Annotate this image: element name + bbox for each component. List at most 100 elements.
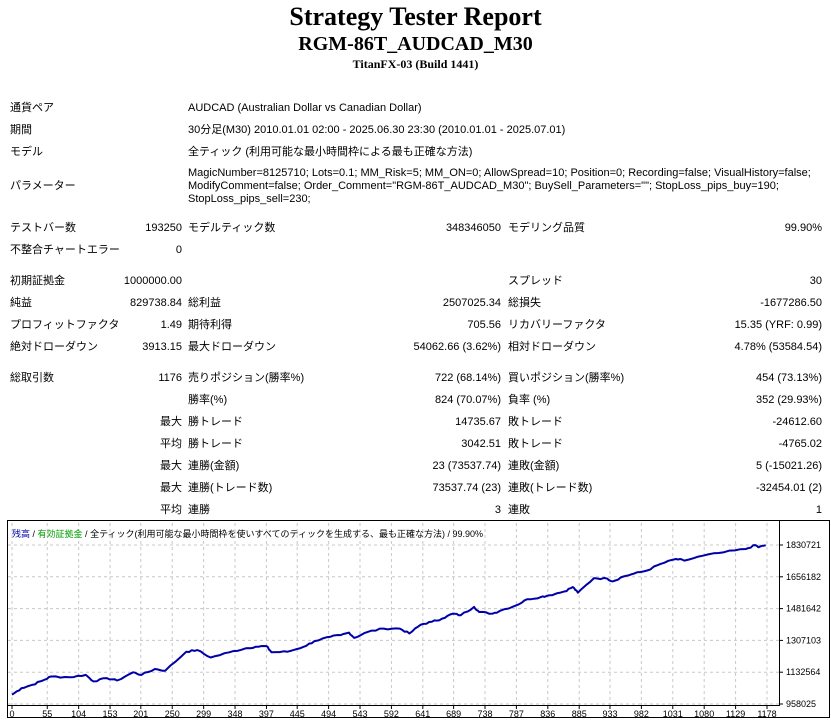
stat-label: スプレッド: [508, 275, 563, 287]
y-tick-label: 1481642: [786, 604, 821, 614]
stat-label: 敗トレード: [508, 438, 563, 450]
x-tick-label: 641: [415, 709, 430, 719]
stats-row: 最大 勝トレード 14735.67 敗トレード -24612.60: [0, 411, 831, 433]
x-tick-label: 250: [165, 709, 180, 719]
stat-label: プロフィットファクタ: [10, 319, 120, 331]
x-tick-label: 0: [9, 709, 14, 719]
stat-value: 平均: [160, 438, 182, 450]
info-value: AUDCAD (Australian Dollar vs Canadian Do…: [188, 102, 422, 114]
x-tick-label: 1031: [663, 709, 683, 719]
stat-value: 1000000.00: [123, 275, 182, 287]
info-label: 期間: [10, 124, 32, 136]
stats-row: テストバー数 193250 モデルティック数 348346050 モデリング品質 99.9…: [0, 217, 831, 239]
y-tick-label: 1132564: [786, 667, 820, 677]
legend-sep: /: [30, 529, 38, 539]
info-row: モデル 全ティック (利用可能な最小時間枠による最も正確な方法): [0, 141, 831, 163]
legend-sep: /: [445, 529, 453, 539]
parameters-label: パラメーター: [10, 180, 76, 192]
stat-label: 売りポジション(勝率%): [188, 372, 305, 384]
x-tick-label: 201: [133, 709, 148, 719]
info-label: モデル: [10, 146, 43, 158]
stat-value: 1: [815, 504, 822, 516]
stats-row: 総取引数 1176 売りポジション(勝率%) 722 (68.14%) 買いポジション(…: [0, 367, 831, 389]
x-tick-label: 299: [196, 709, 211, 719]
stat-value: 14735.67: [455, 416, 501, 428]
x-tick-label: 689: [446, 709, 461, 719]
stat-value: 3913.15: [142, 341, 182, 353]
stats-row: 絶対ドローダウン 3913.15 最大ドローダウン 54062.66 (3.62%) 相…: [0, 336, 831, 358]
stat-label: 絶対ドローダウン: [10, 341, 98, 353]
stat-label: 連勝(金額): [188, 460, 240, 472]
stats-row: 不整合チャートエラー 0: [0, 239, 831, 261]
stat-label: 最大ドローダウン: [188, 341, 276, 353]
stat-label: 買いポジション(勝率%): [508, 372, 625, 384]
y-tick-label: 958025: [786, 699, 816, 709]
stat-label: 連敗(金額): [508, 460, 560, 472]
stat-value: -1677286.50: [760, 297, 822, 309]
stat-value: 最大: [160, 416, 182, 428]
legend-model: 全ティック(利用可能な最小時間枠を使いすべてのティックを生成する、最も正確な方法…: [90, 529, 445, 539]
stats-row: 勝率(%) 824 (70.07%) 負率 (%) 352 (29.93%): [0, 389, 831, 411]
stat-value: 348346050: [445, 222, 501, 234]
stat-label: 相対ドローダウン: [508, 341, 596, 353]
x-tick-label: 153: [103, 709, 118, 719]
stat-value: 829738.84: [130, 297, 182, 309]
stat-label: 総利益: [188, 297, 221, 309]
stat-value: 3042.51: [461, 438, 501, 450]
stat-label: リカバリーファクタ: [508, 319, 606, 331]
info-row: 期間 30分足(M30) 2010.01.01 02:00 - 2025.06.3…: [0, 119, 831, 141]
stat-label: 連敗: [508, 504, 530, 516]
stat-value: 193250: [145, 222, 182, 234]
stat-label: モデルティック数: [188, 222, 276, 234]
stat-value: 平均: [160, 504, 182, 516]
x-tick-label: 787: [509, 709, 524, 719]
stat-value: 3: [494, 504, 501, 516]
x-tick-label: 348: [228, 709, 243, 719]
stats-row: 初期証拠金 1000000.00 スプレッド 30: [0, 270, 831, 292]
stat-value: 5 (-15021.26): [755, 460, 822, 472]
stats-row: 最大 連勝(金額) 23 (73537.74) 連敗(金額) 5 (-15021.26): [0, 455, 831, 477]
info-row: 通貨ペア AUDCAD (Australian Dollar vs Canadia…: [0, 97, 831, 119]
stat-value: 73537.74 (23): [432, 482, 502, 494]
stat-value: 1.49: [160, 319, 182, 331]
x-tick-label: 1080: [694, 709, 714, 719]
stat-label: 連勝: [188, 504, 210, 516]
stat-value: 0: [175, 244, 182, 256]
parameters-value: MagicNumber=8125710; Lots=0.1; MM_Risk=5…: [188, 167, 811, 205]
x-tick-label: 55: [42, 709, 52, 719]
x-tick-label: 1178: [757, 709, 776, 719]
y-tick-label: 1307103: [786, 635, 821, 645]
stat-value: 15.35 (YRF: 0.99): [734, 319, 822, 331]
stat-value: -32454.01 (2): [755, 482, 822, 494]
stat-value: 722 (68.14%): [434, 372, 501, 384]
stat-value: 352 (29.93%): [755, 394, 822, 406]
stat-label: 初期証拠金: [10, 275, 65, 287]
stat-label: 敗トレード: [508, 416, 563, 428]
stats-row: プロフィットファクタ 1.49 期待利得 705.56 リカバリーファクタ 15.35 (…: [0, 314, 831, 336]
stat-value: 824 (70.07%): [434, 394, 501, 406]
y-tick-label: 1830721: [786, 540, 821, 550]
stat-value: 最大: [160, 460, 182, 472]
y-tick-label: 1656182: [786, 572, 821, 582]
stat-value: -4765.02: [778, 438, 822, 450]
stat-value: 454 (73.13%): [755, 372, 822, 384]
x-tick-label: 836: [540, 709, 555, 719]
x-tick-label: 738: [477, 709, 492, 719]
parameters-row: パラメーター: [0, 175, 831, 197]
expert-name: RGM-86T_AUDCAD_M30: [298, 33, 533, 55]
chart-legend: 残高 / 有効証拠金 / 全ティック(利用可能な最小時間枠を使いすべてのティック…: [12, 527, 483, 540]
stat-label: 純益: [10, 297, 32, 309]
stat-value: -24612.60: [772, 416, 822, 428]
x-tick-label: 494: [321, 709, 336, 719]
legend-equity: 有効証拠金: [37, 529, 83, 539]
x-tick-label: 543: [353, 709, 368, 719]
legend-quality: 99.90%: [452, 529, 484, 539]
balance-chart: 0 55 104 153 201 250 299 348 397 445 494 543 592 641 6…: [7, 520, 830, 719]
stat-label: テストバー数: [10, 222, 76, 234]
stats-row: 平均 勝トレード 3042.51 敗トレード -4765.02: [0, 433, 831, 455]
stat-value: 705.56: [467, 319, 501, 331]
stat-label: 勝トレード: [188, 438, 243, 450]
stat-label: 勝トレード: [188, 416, 243, 428]
x-tick-label: 445: [290, 709, 305, 719]
stats-row: 平均 連勝 3 連敗 1: [0, 499, 831, 521]
